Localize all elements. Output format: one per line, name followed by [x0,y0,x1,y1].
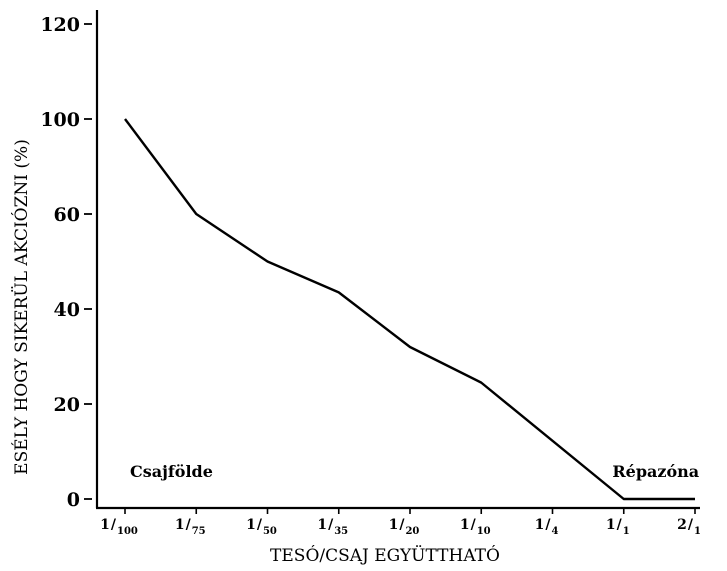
x-tick-label: 1/4 [535,517,559,537]
y-tick-label: 120 [40,14,80,36]
chart-axes [95,10,700,510]
x-tick-label: 1/100 [100,517,138,537]
x-tick-label: 1/75 [175,517,206,537]
x-tick-label: 1/1 [606,517,630,537]
y-tick-label: 100 [40,109,80,131]
series-line [124,118,695,501]
y-tick-label: 0 [67,489,80,511]
y-tick-label: 20 [54,394,80,416]
annotation-label: Répazóna [612,462,699,481]
annotation-label: Csajfölde [130,462,213,481]
chart-annotations: Csajfölde Répazóna [130,462,699,481]
x-tick-label: 2/1 [677,517,701,537]
chart-series [124,118,695,501]
y-axis-ticks: 120 100 60 40 20 0 [40,14,92,511]
x-axis-label: TESÓ/CSAJ EGYÜTTHATÓ [270,545,500,566]
x-axis-ticks: 1/100 1/75 1/50 1/35 1/20 1/10 1/4 1/1 2/1 [100,508,701,537]
y-tick-label: 60 [54,204,80,226]
x-tick-label: 1/10 [460,517,491,537]
x-tick-label: 1/20 [389,517,420,537]
y-axis-label: ESÉLY HOGY SIKERÜL AKCIÓZNI (%) [11,139,32,475]
y-tick-label: 40 [54,299,80,321]
x-tick-label: 1/50 [246,517,277,537]
x-tick-label: 1/35 [317,517,348,537]
